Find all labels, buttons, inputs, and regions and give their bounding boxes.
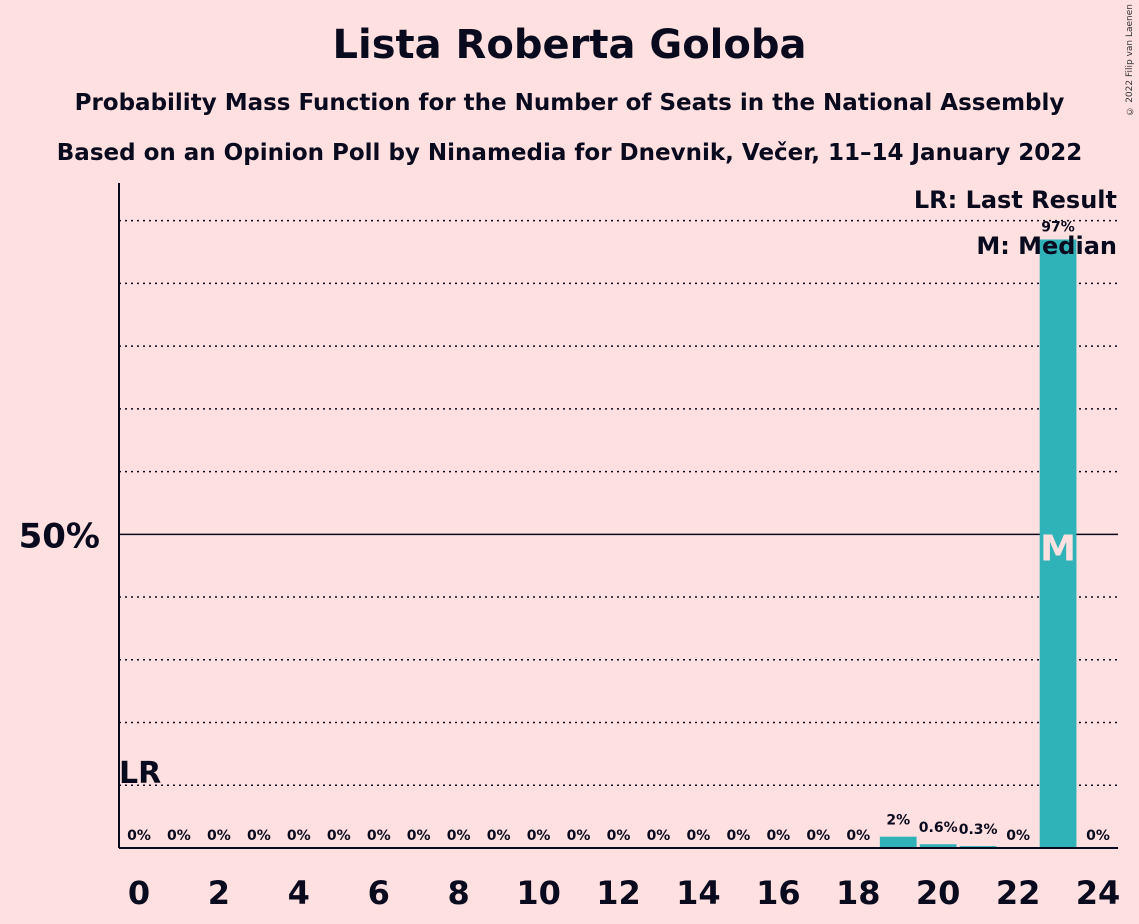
bar-seat-23 (1039, 239, 1077, 848)
bar-value-label: 0% (647, 828, 671, 844)
bar-value-label: 0% (447, 828, 471, 844)
chart-subtitle-poll: Based on an Opinion Poll by Ninamedia fo… (56, 140, 1083, 166)
legend-last-result: LR: Last Result (913, 186, 1117, 214)
bar-value-label: 0% (287, 828, 311, 844)
bar-value-label: 0% (327, 828, 351, 844)
bar-value-label: 0% (806, 828, 830, 844)
bar-seat-20 (919, 844, 957, 848)
bar-value-label: 0% (247, 828, 271, 844)
bar-value-label: 0% (607, 828, 631, 844)
bar-value-label: 0% (687, 828, 711, 844)
bar-value-label: 97% (1041, 219, 1075, 235)
bar-value-label: 0% (207, 828, 231, 844)
bar-value-label: 0% (766, 828, 790, 844)
x-tick-label: 10 (516, 874, 561, 912)
chart-subtitle: Probability Mass Function for the Number… (74, 90, 1065, 116)
x-tick-label: 12 (596, 874, 641, 912)
x-tick-label: 16 (756, 874, 801, 912)
x-tick-label: 2 (208, 874, 230, 912)
bar-value-label: 0% (1086, 828, 1110, 844)
x-tick-label: 14 (676, 874, 721, 912)
x-tick-label: 8 (448, 874, 470, 912)
bar-value-label: 0.3% (959, 822, 998, 838)
bar-value-label: 0% (367, 828, 391, 844)
x-tick-label: 24 (1076, 874, 1121, 912)
x-tick-label: 20 (916, 874, 961, 912)
x-tick-label: 6 (368, 874, 390, 912)
median-marker: M (1040, 528, 1076, 569)
last-result-marker: LR (119, 756, 161, 791)
bar-value-label: 2% (886, 813, 910, 829)
bar-value-label: 0% (167, 828, 191, 844)
bar-value-label: 0.6% (919, 820, 958, 836)
x-tick-label: 4 (288, 874, 310, 912)
bar-value-label: 0% (127, 828, 151, 844)
bar-value-label: 0% (567, 828, 591, 844)
legend-median: M: Median (976, 232, 1117, 260)
x-tick-label: 18 (836, 874, 881, 912)
chart-title: Lista Roberta Goloba (332, 22, 807, 68)
bar-seat-19 (879, 836, 917, 848)
x-tick-label: 0 (128, 874, 150, 912)
bar-value-label: 0% (726, 828, 750, 844)
bar-value-label: 0% (487, 828, 511, 844)
bar-value-label: 0% (1006, 828, 1030, 844)
y-tick-label: 50% (19, 516, 100, 556)
bar-value-label: 0% (846, 828, 870, 844)
x-tick-label: 22 (996, 874, 1041, 912)
bar-value-label: 0% (407, 828, 431, 844)
bar-value-label: 0% (527, 828, 551, 844)
